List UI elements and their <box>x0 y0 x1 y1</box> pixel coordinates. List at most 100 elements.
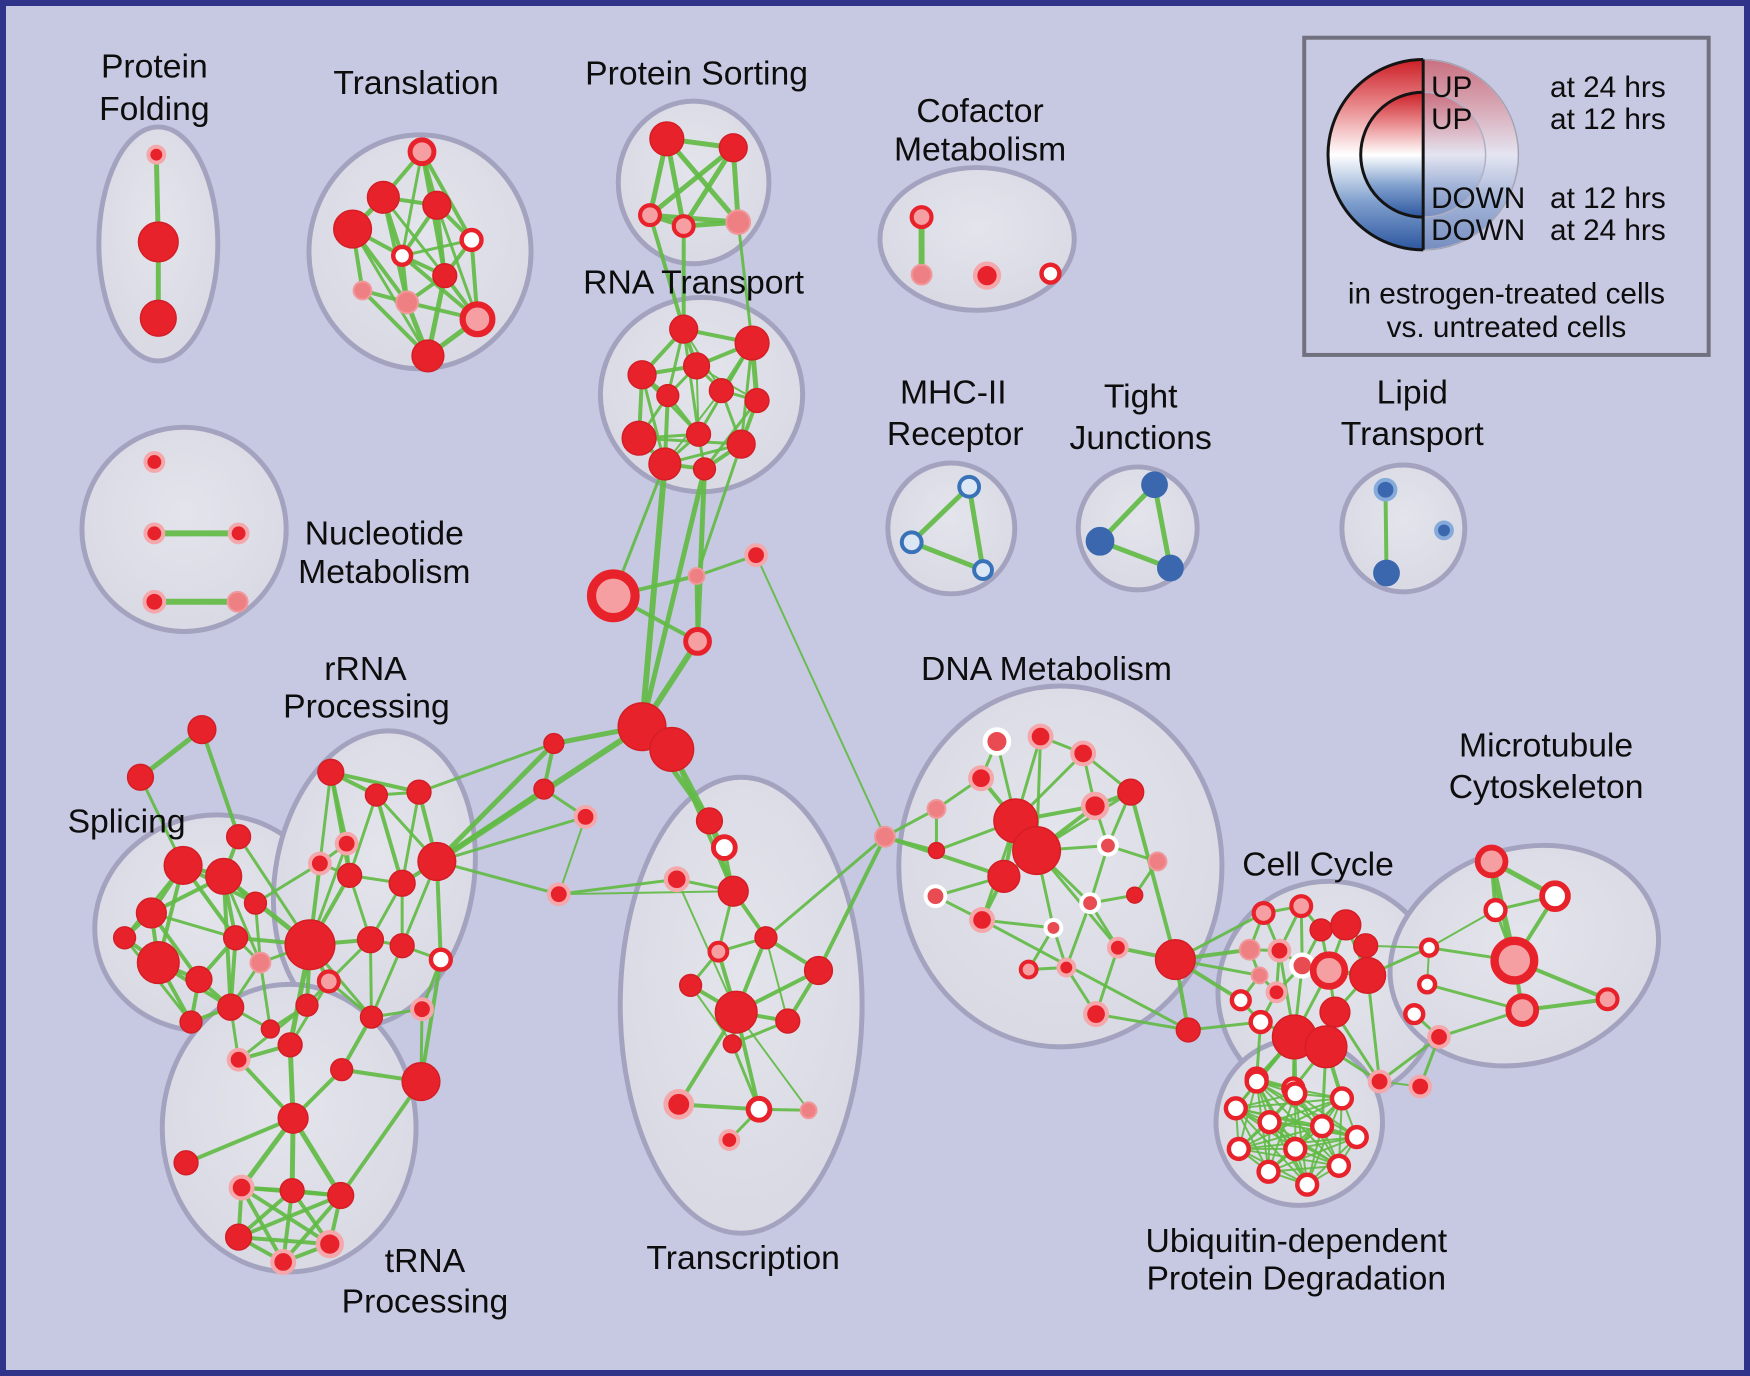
network-node-ubiquitin-11[interactable] <box>1295 1172 1320 1197</box>
network-node-splicing-0[interactable] <box>163 845 203 886</box>
network-node-translation-6[interactable] <box>432 262 458 289</box>
network-node-rrna-14[interactable] <box>295 993 319 1017</box>
network-node-translation-1[interactable] <box>366 180 400 214</box>
network-node-dna-7[interactable] <box>874 825 896 848</box>
network-node-rrna-5[interactable] <box>336 862 363 888</box>
network-node-rrna-6[interactable] <box>388 869 416 897</box>
network-node-ubiquitin-5[interactable] <box>1309 1114 1335 1139</box>
network-node-rrna-10[interactable] <box>389 933 415 959</box>
network-node-connectors-9[interactable] <box>546 882 571 907</box>
network-node-nucleotide-1[interactable] <box>143 522 166 545</box>
network-node-dna-24[interactable] <box>1083 1001 1110 1028</box>
network-node-trna-3[interactable] <box>401 1061 441 1102</box>
network-node-transcription-0[interactable] <box>695 807 724 835</box>
network-node-microtubule-2[interactable] <box>1483 897 1508 923</box>
network-node-microtubule-4[interactable] <box>1490 936 1539 985</box>
network-node-cellcycle-4[interactable] <box>1353 933 1379 959</box>
network-node-cofactor-2[interactable] <box>972 261 1002 290</box>
network-node-splicing-10[interactable] <box>179 1010 203 1034</box>
network-node-transcription-4[interactable] <box>754 926 778 950</box>
network-node-trna-5[interactable] <box>173 1150 199 1176</box>
network-node-rna-transport-10[interactable] <box>648 447 682 481</box>
network-node-cellcycle-19[interactable] <box>1367 1069 1392 1094</box>
network-node-splicing-4[interactable] <box>185 965 213 994</box>
network-node-transcription-13[interactable] <box>799 1101 818 1120</box>
network-node-cellcycle-14[interactable] <box>1319 996 1351 1028</box>
network-node-ubiquitin-7[interactable] <box>1226 1136 1251 1162</box>
network-node-transcription-12[interactable] <box>745 1095 773 1123</box>
network-node-dna-11[interactable] <box>987 859 1021 893</box>
network-node-tight-2[interactable] <box>1157 554 1184 582</box>
network-node-cofactor-1[interactable] <box>910 263 933 286</box>
network-node-trna-10[interactable] <box>315 1229 344 1259</box>
network-node-dna-18[interactable] <box>1043 917 1064 938</box>
network-node-rrna-1[interactable] <box>364 783 389 807</box>
network-node-translation-4[interactable] <box>459 227 484 253</box>
network-node-protein-folding-2[interactable] <box>139 299 177 337</box>
network-node-splicing-2[interactable] <box>135 897 167 929</box>
network-node-ubiquitin-10[interactable] <box>1256 1159 1281 1184</box>
network-node-dna-4[interactable] <box>926 799 947 819</box>
network-node-rna-transport-5[interactable] <box>656 383 680 408</box>
network-node-rna-transport-2[interactable] <box>682 352 711 380</box>
network-node-tight-1[interactable] <box>1085 526 1115 556</box>
network-node-dna-0[interactable] <box>982 727 1012 756</box>
network-node-protein-sorting-0[interactable] <box>649 121 685 157</box>
network-node-lipid-1[interactable] <box>1434 520 1454 541</box>
network-node-transcription-5[interactable] <box>707 940 730 963</box>
network-node-rrna-12[interactable] <box>359 1005 384 1029</box>
network-node-dna-16[interactable] <box>969 906 996 933</box>
network-node-mhc-2[interactable] <box>972 559 994 581</box>
network-node-translation-2[interactable] <box>422 190 452 220</box>
network-node-cellcycle-2[interactable] <box>1309 918 1333 942</box>
network-node-microtubule-10[interactable] <box>1408 1074 1433 1099</box>
network-node-ubiquitin-3[interactable] <box>1223 1096 1248 1121</box>
network-node-lipid-0[interactable] <box>1373 477 1398 502</box>
network-node-microtubule-8[interactable] <box>1403 1002 1426 1026</box>
network-node-connectors-2[interactable] <box>744 543 768 568</box>
network-node-transcription-10[interactable] <box>722 1034 742 1054</box>
network-node-microtubule-6[interactable] <box>1505 993 1540 1027</box>
network-node-cellcycle-5[interactable] <box>1238 938 1261 961</box>
network-node-cellcycle-10[interactable] <box>1250 966 1269 985</box>
network-node-microtubule-5[interactable] <box>1416 974 1438 995</box>
network-node-splicing-3[interactable] <box>136 941 180 985</box>
network-node-translation-10[interactable] <box>411 339 445 373</box>
network-node-connectors-3[interactable] <box>683 627 712 656</box>
network-node-transcription-6[interactable] <box>803 955 834 986</box>
network-node-rna-transport-0[interactable] <box>669 314 699 344</box>
network-node-ubiquitin-0[interactable] <box>1244 1069 1269 1094</box>
network-node-rrna-9[interactable] <box>356 926 385 954</box>
network-node-connectors-11[interactable] <box>126 763 155 791</box>
network-node-dna-21[interactable] <box>1056 957 1077 978</box>
network-node-connectors-5[interactable] <box>649 726 695 773</box>
network-node-nucleotide-0[interactable] <box>143 451 166 473</box>
network-node-protein-sorting-3[interactable] <box>671 214 696 239</box>
network-node-trna-2[interactable] <box>330 1057 354 1082</box>
network-node-connectors-0[interactable] <box>586 569 640 623</box>
network-node-mhc-1[interactable] <box>899 530 924 555</box>
network-node-tight-0[interactable] <box>1141 471 1168 499</box>
network-node-dna-5[interactable] <box>1117 778 1145 806</box>
network-node-ubiquitin-8[interactable] <box>1283 1136 1308 1162</box>
network-node-splicing-5[interactable] <box>222 925 249 951</box>
network-node-rna-transport-3[interactable] <box>627 360 657 390</box>
network-node-rrna-8[interactable] <box>284 919 336 971</box>
network-node-connectors-8[interactable] <box>573 804 598 829</box>
network-node-cellcycle-9[interactable] <box>1349 956 1387 995</box>
network-node-ubiquitin-9[interactable] <box>1326 1153 1352 1178</box>
network-node-translation-7[interactable] <box>352 280 373 301</box>
network-node-rna-transport-4[interactable] <box>708 377 734 404</box>
network-node-rrna-15[interactable] <box>410 997 434 1022</box>
network-node-lipid-2[interactable] <box>1373 559 1400 587</box>
network-node-trna-9[interactable] <box>224 1223 253 1251</box>
network-node-splicing-8[interactable] <box>249 951 272 974</box>
network-node-cellcycle-8[interactable] <box>1309 951 1349 990</box>
network-node-cellcycle-3[interactable] <box>1330 909 1362 941</box>
network-node-transcription-1[interactable] <box>710 834 738 861</box>
network-node-translation-5[interactable] <box>391 244 414 267</box>
network-node-transcription-9[interactable] <box>775 1008 801 1034</box>
network-node-transcription-14[interactable] <box>718 1129 741 1151</box>
network-node-trna-1[interactable] <box>277 1032 303 1058</box>
network-node-dna-6[interactable] <box>1080 791 1110 821</box>
